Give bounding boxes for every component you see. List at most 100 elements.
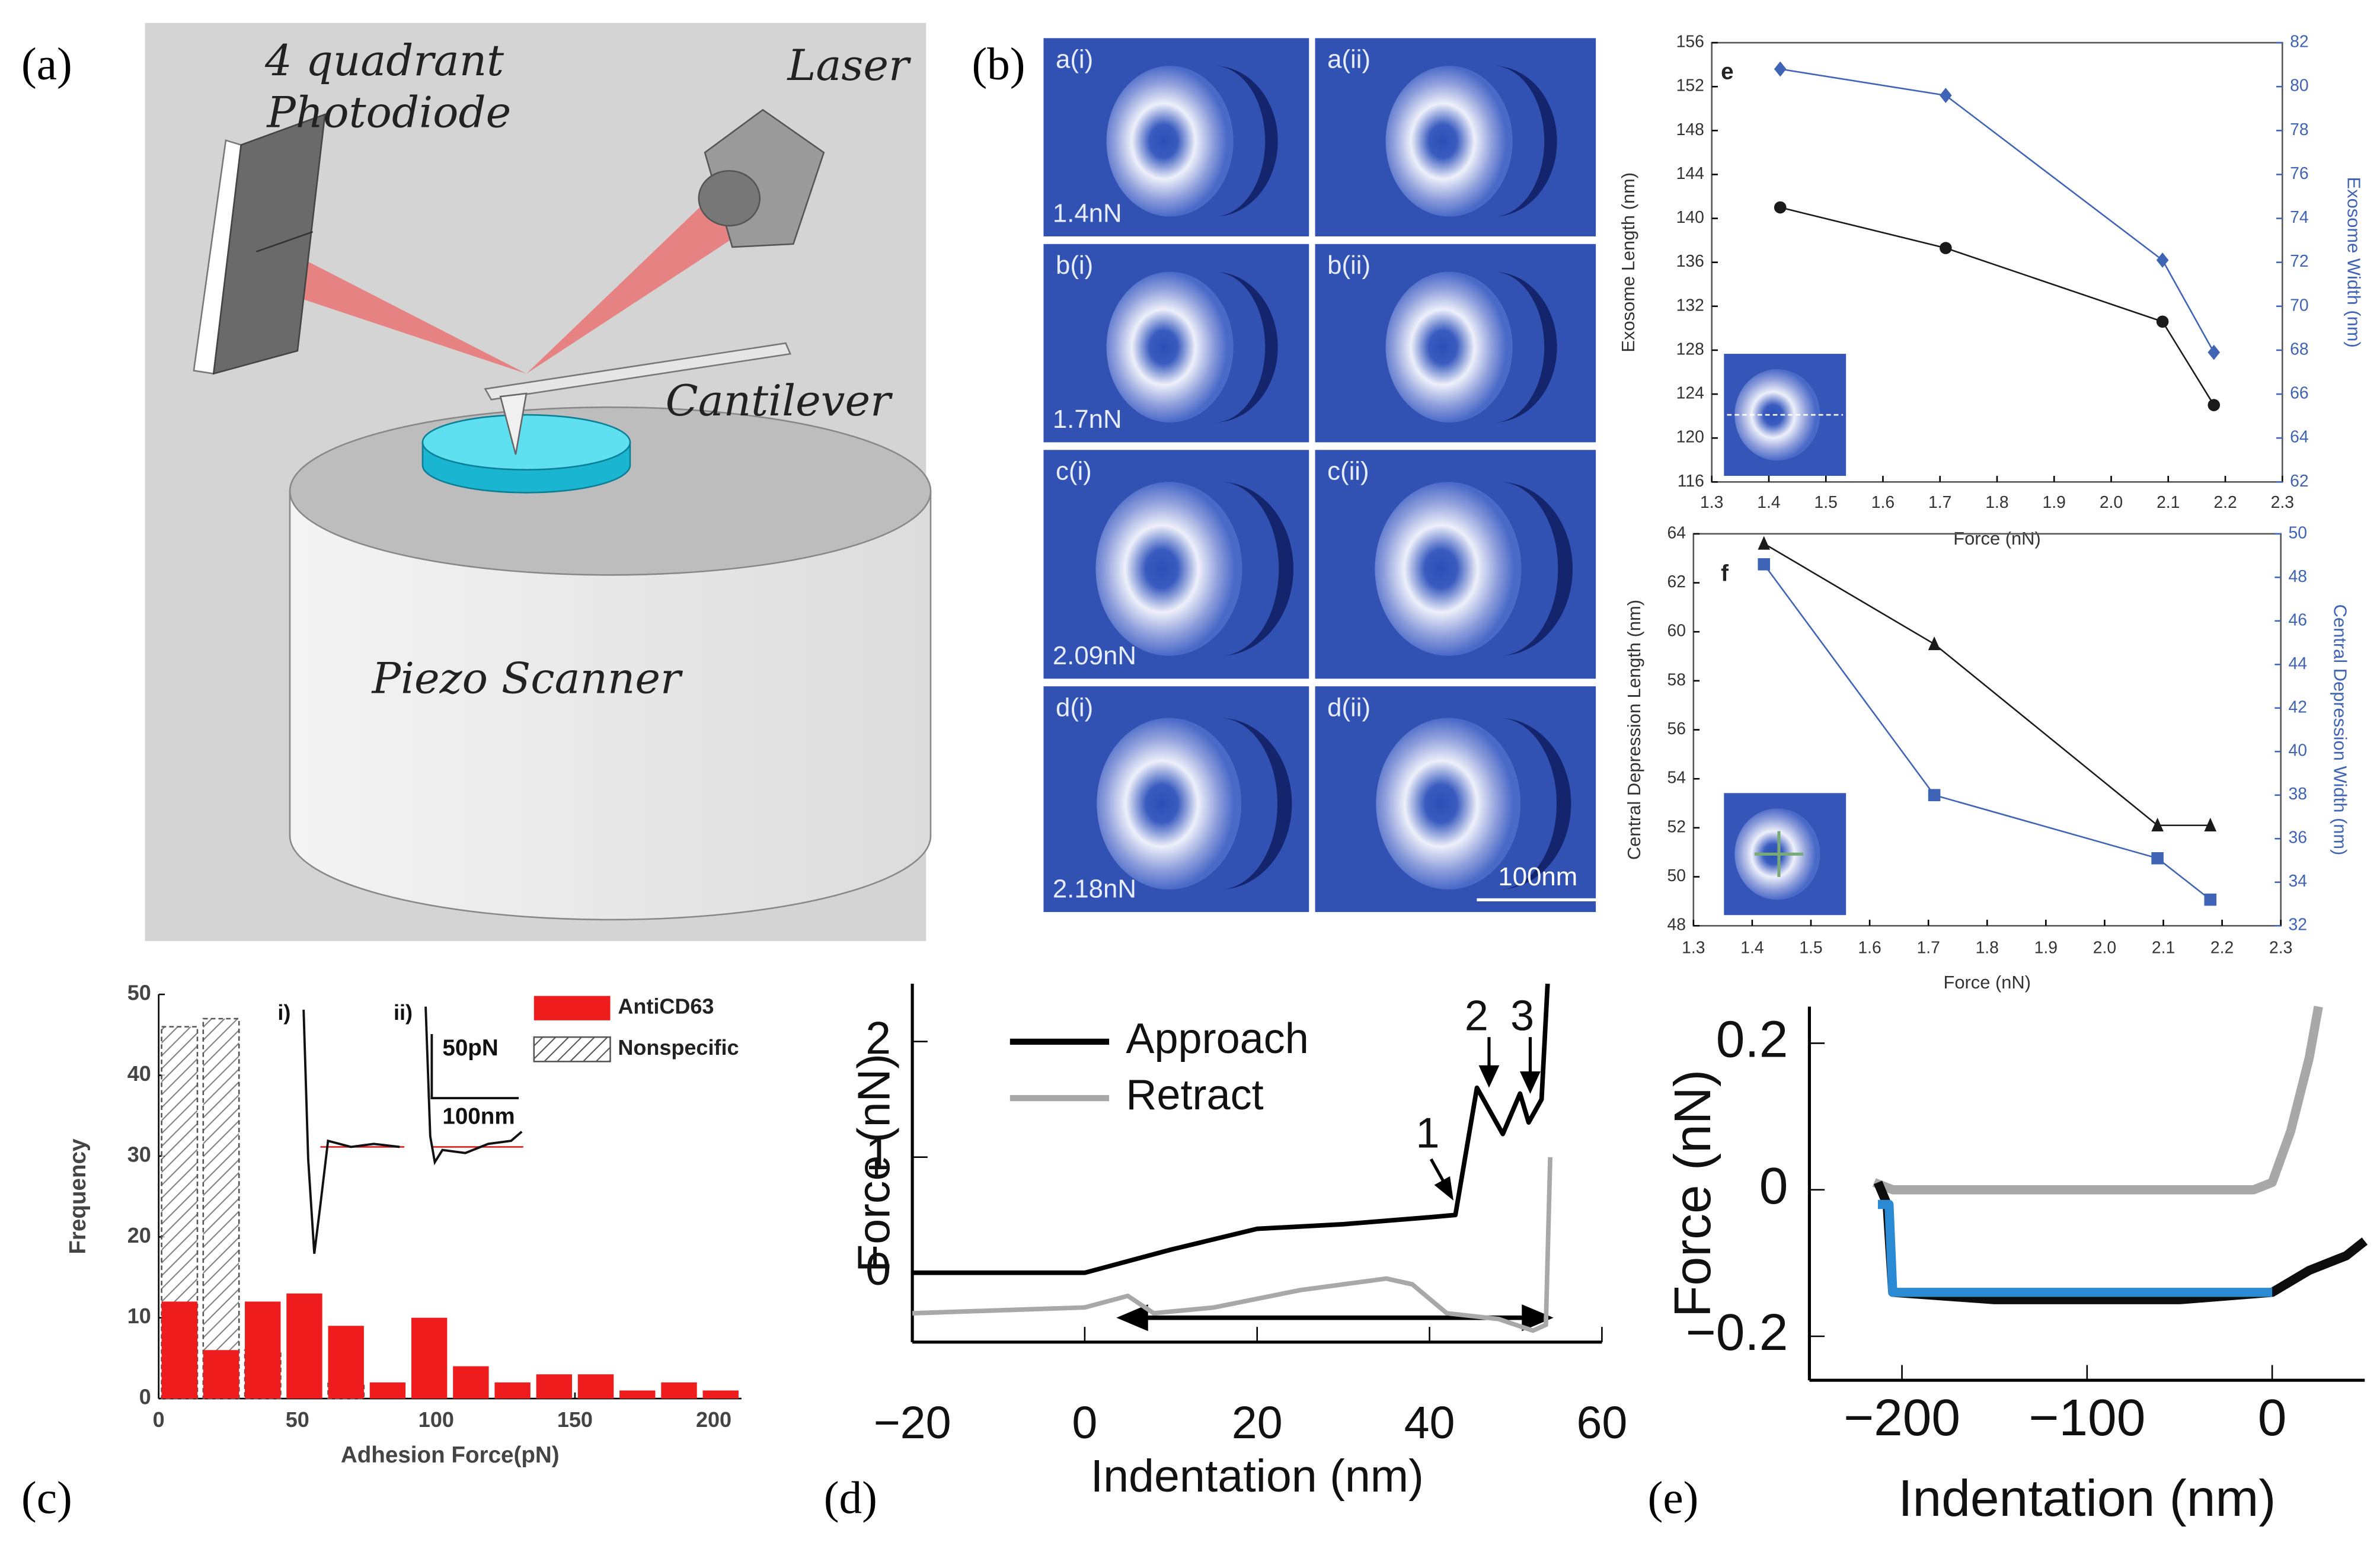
legend-label: AntiCD63 [618, 994, 714, 1019]
marker [2151, 852, 2164, 865]
arrow-head [1519, 1071, 1541, 1094]
y2-tick-label: 66 [2290, 383, 2308, 402]
afm-shadow [1493, 271, 1557, 423]
afm-shadow [1499, 718, 1571, 889]
y-tick-label: 56 [1667, 719, 1685, 738]
x-axis-label: Indentation (nm) [1091, 1451, 1424, 1502]
marker [1940, 242, 1952, 254]
legend-label: Retract [1126, 1071, 1263, 1119]
chart-title: e [1721, 59, 1733, 85]
y-axis-label: Frequency [65, 1138, 91, 1255]
annotation: 50pN [442, 1035, 498, 1061]
y2-axis-label: Exosome Width (nm) [2344, 177, 2365, 348]
panel-label: (a) [21, 39, 72, 89]
annotation: i) [277, 1000, 290, 1025]
y-axis-label: Central Depression Length (nm) [1624, 600, 1644, 860]
y-tick-label: 54 [1667, 768, 1685, 787]
x-tick-label: 1.3 [1700, 492, 1723, 511]
force-label: 2.09nN [1053, 641, 1136, 670]
histogram-bar [619, 1390, 656, 1399]
diagram-label: Piezo Scanner [370, 653, 682, 703]
x-tick-label: 40 [1404, 1397, 1455, 1448]
tip [499, 392, 528, 455]
y-tick-label: 40 [127, 1061, 151, 1086]
y2-axis-label: Central Depression Width (nm) [2330, 604, 2350, 856]
x-tick-label: 1.3 [1682, 937, 1705, 956]
x-tick-label: 1.4 [1757, 492, 1780, 511]
inset-curve [424, 1006, 523, 1166]
histogram-bar [661, 1382, 697, 1399]
laser-aperture [698, 169, 761, 227]
x-tick-label: 20 [1232, 1397, 1283, 1448]
afm-label: d(i) [1056, 693, 1093, 722]
y-tick-label: 144 [1676, 164, 1704, 183]
histogram-bar [702, 1390, 739, 1399]
x-tick-label: 1.9 [2034, 937, 2058, 956]
marker [1774, 61, 1787, 77]
x-tick-label: 2.1 [2152, 937, 2175, 956]
y2-tick-label: 34 [2289, 871, 2307, 890]
x-tick-label: 1.9 [2043, 492, 2066, 511]
y2-tick-label: 70 [2290, 295, 2308, 314]
y2-tick-label: 80 [2290, 76, 2308, 95]
y-tick-label: −0.2 [1686, 1303, 1788, 1361]
afm-label: b(i) [1056, 251, 1093, 280]
histogram-bar [577, 1374, 614, 1399]
panel-label: (e) [1648, 1472, 1699, 1523]
histogram-bar [245, 1301, 281, 1399]
y-tick-label: 1 [865, 1128, 891, 1179]
x-tick-label: 200 [696, 1407, 731, 1432]
afm-exosome [1376, 718, 1521, 889]
marker [2151, 817, 2164, 832]
y-tick-label: 20 [127, 1223, 151, 1247]
afm-exosome [1385, 271, 1513, 423]
y-axis-label: Force (nN) [848, 1054, 899, 1272]
cantilever [484, 342, 792, 401]
y-tick-label: 50 [1667, 866, 1685, 885]
y-tick-label: 152 [1676, 76, 1704, 95]
force-curve-insets [302, 1006, 523, 1254]
diagram-label: Photodiode [266, 88, 511, 137]
afm-shadow [1219, 718, 1292, 889]
y-tick-label: 136 [1676, 251, 1704, 270]
series-line [912, 983, 1550, 1275]
annotation: ii) [394, 1000, 413, 1025]
series-line [1764, 543, 2210, 827]
x-tick-label: 1.8 [1985, 492, 2008, 511]
marker [1758, 558, 1771, 571]
marker [2208, 399, 2221, 411]
y2-tick-label: 32 [2289, 915, 2307, 934]
afm-exosome [1095, 482, 1242, 656]
y2-tick-label: 74 [2290, 207, 2308, 226]
y-tick-label: 60 [1667, 621, 1685, 640]
y2-tick-label: 36 [2289, 828, 2307, 847]
histogram-bar [286, 1293, 322, 1399]
panel-label: (d) [824, 1472, 877, 1523]
x-tick-label: 1.8 [1976, 937, 1999, 956]
x-tick-label: 0 [153, 1407, 165, 1432]
afm-exosome [1106, 271, 1234, 423]
marker [2204, 817, 2217, 832]
x-tick-label: 0 [1072, 1397, 1097, 1448]
y2-tick-label: 62 [2290, 471, 2308, 490]
annotation: 2 [1465, 992, 1488, 1039]
x-tick-label: 2.2 [2210, 937, 2234, 956]
y2-tick-label: 44 [2289, 654, 2307, 673]
x-tick-label: 1.7 [1928, 492, 1951, 511]
series-line [912, 1157, 1553, 1333]
x-tick-label: 60 [1576, 1397, 1627, 1448]
arrow-head [1434, 1176, 1453, 1201]
afm-label: d(ii) [1327, 693, 1371, 722]
x-tick-label: 1.5 [1799, 937, 1822, 956]
legend-swatch [533, 1036, 611, 1063]
y-tick-label: 0 [865, 1244, 891, 1295]
legend-swatch [533, 996, 611, 1020]
y-tick-label: 116 [1678, 471, 1704, 490]
x-tick-label: 1.6 [1871, 492, 1895, 511]
x-tick-label: 1.5 [1814, 492, 1838, 511]
series-line [1763, 564, 2211, 901]
y-tick-label: 48 [1667, 915, 1685, 934]
histogram-bar [411, 1317, 448, 1399]
afm-shadow [1220, 482, 1293, 656]
y-tick-label: 120 [1676, 427, 1704, 446]
